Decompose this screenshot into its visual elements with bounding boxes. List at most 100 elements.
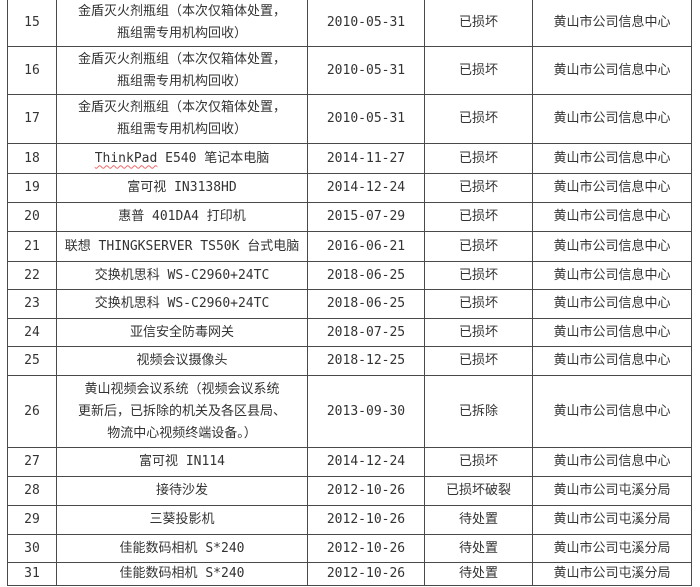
cell-location: 黄山市公司信息中心 [532,202,692,232]
cell-date: 2014-11-27 [307,143,425,174]
table-row: 16 金盾灭火剂瓶组（本次仅箱体处置， 瓶组需专用机构回收） 2010-05-31 已… [7,46,692,95]
cell-item: 交换机思科 WS-C2960+24TC [56,289,308,319]
cell-no: 30 [7,534,57,563]
cell-status: 已损坏破裂 [424,476,533,506]
cell-location: 黄山市公司屯溪分局 [532,476,692,506]
cell-item: 亚信安全防毒网关 [56,318,308,347]
cell-location: 黄山市公司信息中心 [532,143,692,174]
cell-location: 黄山市公司信息中心 [532,375,692,448]
cell-no: 18 [7,143,57,174]
table-row: 30 佳能数码相机 S*240 2012-10-26 待处置 黄山市公司屯溪分局 [7,534,692,563]
cell-item: 交换机思科 WS-C2960+24TC [56,261,308,290]
cell-no: 19 [7,173,57,203]
cell-location: 黄山市公司信息中心 [532,231,692,262]
cell-location: 黄山市公司信息中心 [532,447,692,477]
cell-date: 2012-10-26 [307,476,425,506]
table-row: 28 接待沙发 2012-10-26 已损坏破裂 黄山市公司屯溪分局 [7,476,692,506]
cell-location: 黄山市公司信息中心 [532,94,692,144]
table-row: 25 视频会议摄像头 2018-12-25 已损坏 黄山市公司信息中心 [7,346,692,376]
cell-location: 黄山市公司屯溪分局 [532,562,692,586]
cell-date: 2013-09-30 [307,375,425,448]
cell-item: 金盾灭火剂瓶组（本次仅箱体处置， 瓶组需专用机构回收） [56,94,308,144]
table-row: 31 佳能数码相机 S*240 2012-10-26 待处置 黄山市公司屯溪分局 [7,562,692,586]
cell-location: 黄山市公司信息中心 [532,318,692,347]
cell-status: 已损坏 [424,447,533,477]
table-row: 19 富可视 IN3138HD 2014-12-24 已损坏 黄山市公司信息中心 [7,173,692,203]
cell-location: 黄山市公司屯溪分局 [532,534,692,563]
cell-item: 视频会议摄像头 [56,346,308,376]
asset-disposal-table: 15 金盾灭火剂瓶组（本次仅箱体处置， 瓶组需专用机构回收） 2010-05-31 已… [7,0,692,586]
cell-date: 2014-12-24 [307,173,425,203]
cell-date: 2012-10-26 [307,505,425,535]
cell-status: 已拆除 [424,375,533,448]
cell-no: 15 [7,0,57,47]
cell-status: 已损坏 [424,261,533,290]
cell-item: 富可视 IN3138HD [56,173,308,203]
cell-status: 已损坏 [424,202,533,232]
table-row: 27 富可视 IN114 2014-12-24 已损坏 黄山市公司信息中心 [7,447,692,477]
asset-disposal-table-wrap: 15 金盾灭火剂瓶组（本次仅箱体处置， 瓶组需专用机构回收） 2010-05-31 已… [7,0,692,586]
cell-no: 26 [7,375,57,448]
table-row: 17 金盾灭火剂瓶组（本次仅箱体处置， 瓶组需专用机构回收） 2010-05-31 已… [7,94,692,144]
cell-item: 三葵投影机 [56,505,308,535]
cell-no: 27 [7,447,57,477]
cell-status: 已损坏 [424,231,533,262]
cell-status: 已损坏 [424,0,533,47]
cell-status: 待处置 [424,534,533,563]
cell-date: 2010-05-31 [307,0,425,47]
cell-status: 已损坏 [424,94,533,144]
table-row: 15 金盾灭火剂瓶组（本次仅箱体处置， 瓶组需专用机构回收） 2010-05-31 已… [7,0,692,47]
cell-date: 2012-10-26 [307,562,425,586]
cell-item: 黄山视频会议系统（视频会议系统 更新后，已拆除的机关及各区县局、 物流中心视频终… [56,375,308,448]
cell-status: 已损坏 [424,346,533,376]
cell-date: 2016-06-21 [307,231,425,262]
cell-date: 2010-05-31 [307,94,425,144]
cell-no: 20 [7,202,57,232]
item-text: E540 笔记本电脑 [157,150,270,166]
cell-no: 28 [7,476,57,506]
cell-location: 黄山市公司信息中心 [532,289,692,319]
cell-no: 29 [7,505,57,535]
table-row: 23 交换机思科 WS-C2960+24TC 2018-06-25 已损坏 黄山市公司信… [7,289,692,319]
cell-status: 待处置 [424,562,533,586]
table-row: 21 联想 THINGKSERVER TS50K 台式电脑 2016-06-21 已损… [7,231,692,262]
cell-no: 17 [7,94,57,144]
cell-status: 已损坏 [424,46,533,95]
cell-item: 接待沙发 [56,476,308,506]
cell-status: 待处置 [424,505,533,535]
cell-status: 已损坏 [424,289,533,319]
cell-location: 黄山市公司屯溪分局 [532,505,692,535]
table-row: 24 亚信安全防毒网关 2018-07-25 已损坏 黄山市公司信息中心 [7,318,692,347]
cell-no: 25 [7,346,57,376]
table-row: 26 黄山视频会议系统（视频会议系统 更新后，已拆除的机关及各区县局、 物流中心视… [7,375,692,448]
cell-location: 黄山市公司信息中心 [532,0,692,47]
cell-no: 24 [7,318,57,347]
cell-date: 2010-05-31 [307,46,425,95]
cell-date: 2018-06-25 [307,261,425,290]
cell-date: 2018-06-25 [307,289,425,319]
cell-status: 已损坏 [424,173,533,203]
table-row: 22 交换机思科 WS-C2960+24TC 2018-06-25 已损坏 黄山市公司信… [7,261,692,290]
table-row: 29 三葵投影机 2012-10-26 待处置 黄山市公司屯溪分局 [7,505,692,535]
cell-location: 黄山市公司信息中心 [532,346,692,376]
table-row: 18 ThinkPad E540 笔记本电脑 2014-11-27 已损坏 黄山市公司信… [7,143,692,174]
cell-location: 黄山市公司信息中心 [532,46,692,95]
cell-item: 佳能数码相机 S*240 [56,534,308,563]
table-body: 15 金盾灭火剂瓶组（本次仅箱体处置， 瓶组需专用机构回收） 2010-05-31 已… [7,0,692,586]
cell-location: 黄山市公司信息中心 [532,173,692,203]
cell-date: 2015-07-29 [307,202,425,232]
cell-status: 已损坏 [424,143,533,174]
cell-item: 佳能数码相机 S*240 [56,562,308,586]
cell-status: 已损坏 [424,318,533,347]
cell-item: 惠普 401DA4 打印机 [56,202,308,232]
misspelled-word: ThinkPad [94,150,158,166]
cell-no: 23 [7,289,57,319]
cell-date: 2018-07-25 [307,318,425,347]
cell-no: 22 [7,261,57,290]
cell-no: 21 [7,231,57,262]
cell-item: ThinkPad E540 笔记本电脑 [56,143,308,174]
cell-date: 2012-10-26 [307,534,425,563]
cell-date: 2014-12-24 [307,447,425,477]
cell-item: 金盾灭火剂瓶组（本次仅箱体处置， 瓶组需专用机构回收） [56,46,308,95]
cell-no: 16 [7,46,57,95]
